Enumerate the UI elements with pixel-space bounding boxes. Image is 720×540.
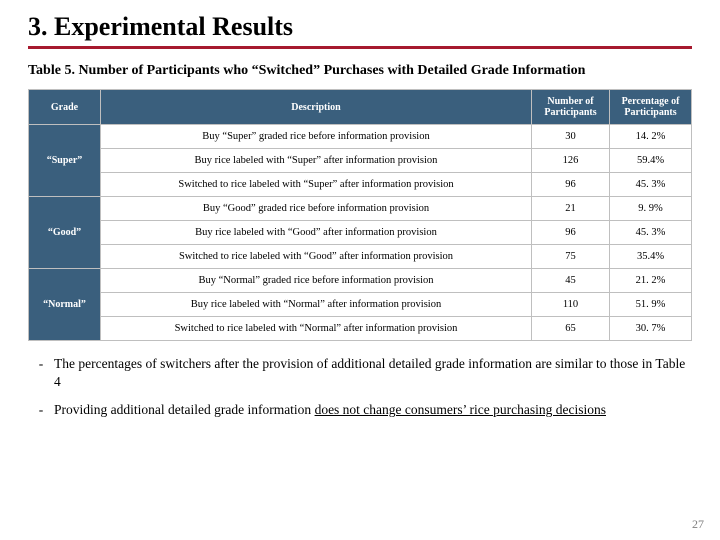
grade-cell: “Normal” xyxy=(29,269,101,341)
table-caption: Table 5. Number of Participants who “Swi… xyxy=(28,63,692,79)
number-cell: 45 xyxy=(532,269,610,293)
percentage-cell: 30. 7% xyxy=(610,317,692,341)
number-cell: 126 xyxy=(532,149,610,173)
table-row: “Super”Buy “Super” graded rice before in… xyxy=(29,125,692,149)
grade-cell: “Good” xyxy=(29,197,101,269)
note-text-plain: Providing additional detailed grade info… xyxy=(54,402,315,417)
description-cell: Buy rice labeled with “Normal” after inf… xyxy=(101,293,532,317)
table-row: Switched to rice labeled with “Super” af… xyxy=(29,173,692,197)
number-cell: 21 xyxy=(532,197,610,221)
number-cell: 110 xyxy=(532,293,610,317)
number-cell: 65 xyxy=(532,317,610,341)
note-text: The percentages of switchers after the p… xyxy=(54,355,692,391)
note-text-underlined: does not change consumers’ rice purchasi… xyxy=(315,402,606,417)
grade-cell: “Super” xyxy=(29,125,101,197)
col-description: Description xyxy=(101,90,532,125)
percentage-cell: 21. 2% xyxy=(610,269,692,293)
table-header-row: Grade Description Number of Participants… xyxy=(29,90,692,125)
col-grade: Grade xyxy=(29,90,101,125)
table-row: Switched to rice labeled with “Good” aft… xyxy=(29,245,692,269)
table-row: Buy rice labeled with “Normal” after inf… xyxy=(29,293,692,317)
table-row: Buy rice labeled with “Good” after infor… xyxy=(29,221,692,245)
bullet-dash: - xyxy=(28,355,54,391)
description-cell: Switched to rice labeled with “Good” aft… xyxy=(101,245,532,269)
notes-list: - The percentages of switchers after the… xyxy=(28,355,692,420)
results-table: Grade Description Number of Participants… xyxy=(28,89,692,341)
note-text: Providing additional detailed grade info… xyxy=(54,401,692,419)
col-percentage: Percentage of Participants xyxy=(610,90,692,125)
percentage-cell: 14. 2% xyxy=(610,125,692,149)
page-number: 27 xyxy=(692,517,704,532)
section-title: 3. Experimental Results xyxy=(28,12,692,49)
number-cell: 96 xyxy=(532,173,610,197)
bullet-dash: - xyxy=(28,401,54,419)
percentage-cell: 35.4% xyxy=(610,245,692,269)
percentage-cell: 45. 3% xyxy=(610,221,692,245)
number-cell: 75 xyxy=(532,245,610,269)
description-cell: Buy rice labeled with “Super” after info… xyxy=(101,149,532,173)
percentage-cell: 59.4% xyxy=(610,149,692,173)
description-cell: Buy rice labeled with “Good” after infor… xyxy=(101,221,532,245)
note-item: - The percentages of switchers after the… xyxy=(28,355,692,391)
description-cell: Switched to rice labeled with “Super” af… xyxy=(101,173,532,197)
description-cell: Buy “Good” graded rice before informatio… xyxy=(101,197,532,221)
description-cell: Buy “Super” graded rice before informati… xyxy=(101,125,532,149)
note-item: - Providing additional detailed grade in… xyxy=(28,401,692,419)
number-cell: 30 xyxy=(532,125,610,149)
table-row: “Good”Buy “Good” graded rice before info… xyxy=(29,197,692,221)
percentage-cell: 9. 9% xyxy=(610,197,692,221)
percentage-cell: 51. 9% xyxy=(610,293,692,317)
table-row: Switched to rice labeled with “Normal” a… xyxy=(29,317,692,341)
table-row: Buy rice labeled with “Super” after info… xyxy=(29,149,692,173)
number-cell: 96 xyxy=(532,221,610,245)
table-row: “Normal”Buy “Normal” graded rice before … xyxy=(29,269,692,293)
col-number: Number of Participants xyxy=(532,90,610,125)
description-cell: Switched to rice labeled with “Normal” a… xyxy=(101,317,532,341)
description-cell: Buy “Normal” graded rice before informat… xyxy=(101,269,532,293)
percentage-cell: 45. 3% xyxy=(610,173,692,197)
